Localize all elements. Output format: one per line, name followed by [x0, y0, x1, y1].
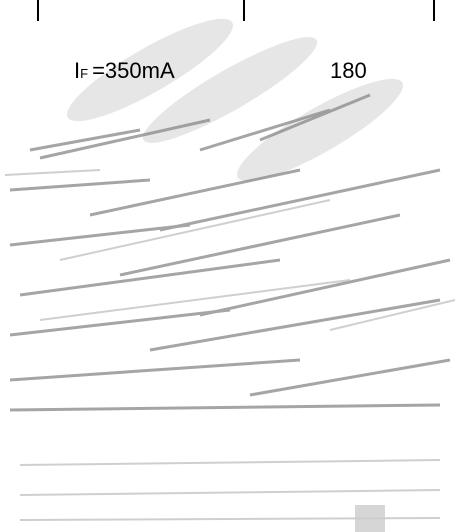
condition: =350mA — [92, 58, 175, 83]
subscript: F — [80, 66, 89, 81]
condition-cell: IF =350mA — [74, 58, 175, 84]
value-cell: 180 — [330, 58, 367, 83]
column-rule — [243, 0, 245, 21]
column-rule — [433, 0, 435, 21]
symbol: I — [74, 58, 81, 83]
column-rule — [37, 0, 39, 21]
